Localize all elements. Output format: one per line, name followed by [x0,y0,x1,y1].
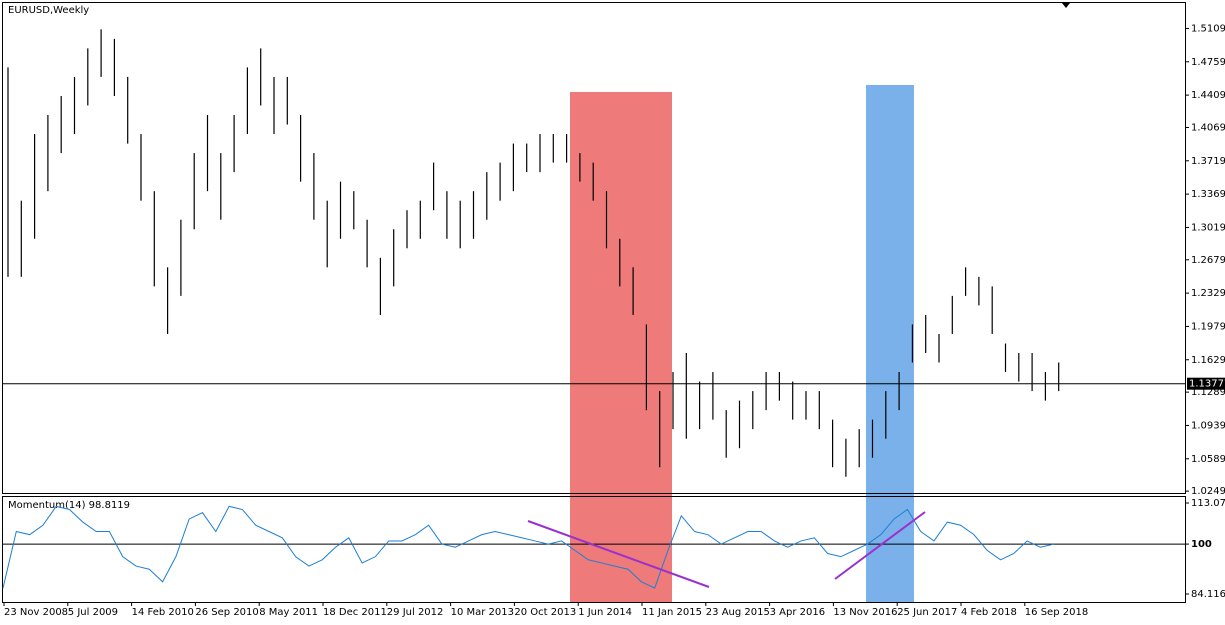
shift-marker [1062,3,1070,8]
x-tick-label: 29 Jul 2012 [387,607,444,618]
x-tick-label: 23 Nov 2008 [4,607,68,618]
highlight-red [570,92,672,602]
price-panel [2,2,1186,494]
trendline [527,520,710,588]
chart-title: EURUSD,Weekly [8,5,89,16]
x-tick-label: 1 Jun 2014 [578,607,632,618]
y-tick-label: 1.51090 [1191,23,1225,34]
x-tick-label: 13 Nov 2016 [833,607,897,618]
x-tick-label: 26 Sep 2010 [195,607,258,618]
y-tick-label: 1.23290 [1191,288,1225,299]
y-tick-label: 1.44090 [1191,90,1225,101]
x-tick-label: 4 Feb 2018 [961,607,1017,618]
y-tick-label: 1.16290 [1191,355,1225,366]
x-tick-label: 16 Sep 2018 [1025,607,1088,618]
current-price-label: 1.13777 [1189,379,1225,390]
x-tick-label: 14 Feb 2010 [132,607,194,618]
x-tick-label: 3 Apr 2016 [770,607,825,618]
momentum-panel [2,496,1186,603]
y-tick-label: 1.26790 [1191,255,1225,266]
x-tick-label: 10 Mar 2013 [451,607,514,618]
trendline [834,511,926,580]
highlight-blue [866,85,914,602]
x-tick-label: 5 Jul 2009 [68,607,118,618]
y-tick-label: 100 [1191,539,1212,550]
x-tick-label: 25 Jun 2017 [897,607,957,618]
x-tick-label: 23 Aug 2015 [706,607,770,618]
y-tick-label: 1.30190 [1191,222,1225,233]
y-tick-label: 84.1165 [1191,589,1225,600]
y-tick-label: 1.47590 [1191,57,1225,68]
y-tick-label: 1.40690 [1191,122,1225,133]
y-tick-label: 1.19790 [1191,321,1225,332]
momentum-line [2,505,1054,589]
y-tick-label: 1.09390 [1191,420,1225,431]
y-tick-label: 1.33690 [1191,189,1225,200]
x-tick-label: 11 Jan 2015 [642,607,702,618]
y-tick-label: 1.05890 [1191,454,1225,465]
y-tick-label: 1.02490 [1191,486,1225,497]
y-tick-label: 1.12890 [1191,387,1225,398]
x-tick-label: 20 Oct 2013 [514,607,576,618]
y-tick-label: 1.37190 [1191,156,1225,167]
x-tick-label: 18 Dec 2011 [323,607,387,618]
indicator-title: Momentum(14) 98.8119 [8,500,130,511]
x-tick-label: 8 May 2011 [259,607,318,618]
y-tick-label: 113.0765 [1191,498,1225,509]
current-price-box [1187,377,1225,390]
